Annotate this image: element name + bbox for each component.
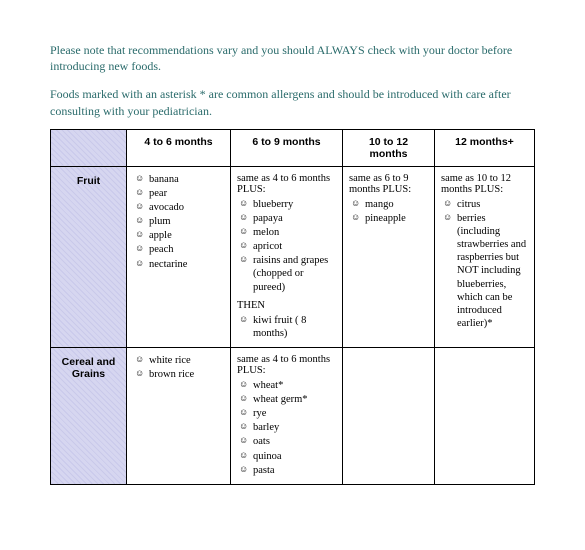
food-item: plum (135, 215, 224, 228)
cell-lead: same as 10 to 12 months PLUS: (441, 173, 528, 195)
food-item: white rice (135, 354, 224, 367)
food-list: bananapearavocadoplumapplepeach nectarine (133, 173, 224, 271)
table-cell (435, 347, 535, 484)
food-item: banana (135, 173, 224, 186)
food-item: berries (including strawberries and rasp… (443, 212, 528, 330)
table-cell: same as 6 to 9 months PLUS: mangopineappl… (343, 166, 435, 347)
food-item: pineapple (351, 212, 428, 225)
header-col-2: 6 to 9 months (231, 129, 343, 166)
food-item: melon (239, 226, 336, 239)
header-col-3: 10 to 12 months (343, 129, 435, 166)
food-item: mango (351, 198, 428, 211)
table-cell: bananapearavocadoplumapplepeach nectarine (127, 166, 231, 347)
food-item: pear (135, 187, 224, 200)
food-list: mangopineapple (349, 198, 428, 225)
food-item: blueberry (239, 198, 336, 211)
table-cell: same as 4 to 6 months PLUS: blueberrypapa… (231, 166, 343, 347)
food-item: raisins and grapes (chopped or pureed) (239, 254, 336, 293)
table-cell (343, 347, 435, 484)
food-item: brown rice (135, 368, 224, 381)
food-item: nectarine (135, 258, 224, 271)
food-item: avocado (135, 201, 224, 214)
food-item: apple (135, 229, 224, 242)
document-page: Please note that recommendations vary an… (0, 0, 585, 505)
cell-lead: same as 6 to 9 months PLUS: (349, 173, 428, 195)
food-list: white ricebrown rice (133, 354, 224, 381)
table-cell: same as 10 to 12 months PLUS: citrusberri… (435, 166, 535, 347)
table-row: Fruit bananapearavocadoplumapplepeach nect… (51, 166, 535, 347)
header-col-4: 12 months+ (435, 129, 535, 166)
food-list: blueberrypapayamelonapricotraisins and g… (237, 198, 336, 294)
table-cell: white ricebrown rice (127, 347, 231, 484)
table-cell: same as 4 to 6 months PLUS: wheat*wheat g… (231, 347, 343, 484)
food-item: pasta (239, 464, 336, 477)
cell-lead: same as 4 to 6 months PLUS: (237, 354, 336, 376)
header-col-1: 4 to 6 months (127, 129, 231, 166)
food-list: citrusberries (including strawberries an… (441, 198, 528, 330)
row-label: Cereal and Grains (51, 347, 127, 484)
food-item: quinoa (239, 450, 336, 463)
food-item: wheat germ* (239, 393, 336, 406)
cell-lead: same as 4 to 6 months PLUS: (237, 173, 336, 195)
table-body: Fruit bananapearavocadoplumapplepeach nect… (51, 166, 535, 484)
food-item: apricot (239, 240, 336, 253)
then-label: THEN (237, 300, 336, 311)
food-item: wheat* (239, 379, 336, 392)
food-list-then: kiwi fruit ( 8 months) (237, 314, 336, 340)
food-chart-table: 4 to 6 months 6 to 9 months 10 to 12 mon… (50, 129, 535, 485)
food-item: oats (239, 435, 336, 448)
row-label: Fruit (51, 166, 127, 347)
table-header-row: 4 to 6 months 6 to 9 months 10 to 12 mon… (51, 129, 535, 166)
food-item: rye (239, 407, 336, 420)
food-item: citrus (443, 198, 528, 211)
food-list: wheat*wheat germ*ryebarleyoats quinoapast… (237, 379, 336, 477)
table-row: Cereal and Grainswhite ricebrown ricesam… (51, 347, 535, 484)
food-item: barley (239, 421, 336, 434)
intro-paragraph-1: Please note that recommendations vary an… (50, 42, 535, 74)
food-item: papaya (239, 212, 336, 225)
food-item: peach (135, 243, 224, 256)
intro-paragraph-2: Foods marked with an asterisk * are comm… (50, 86, 535, 118)
food-item: kiwi fruit ( 8 months) (239, 314, 336, 340)
header-blank (51, 129, 127, 166)
